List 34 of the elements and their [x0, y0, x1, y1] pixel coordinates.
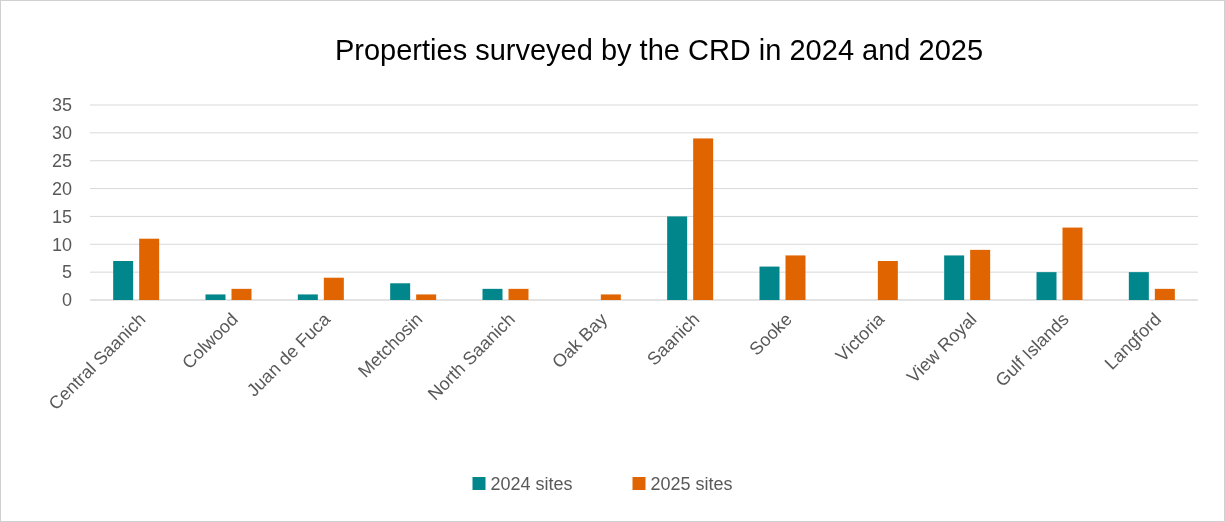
bar [482, 288, 503, 300]
bar [667, 216, 688, 300]
bar [508, 288, 529, 300]
bar [970, 249, 991, 300]
bar [600, 294, 621, 300]
y-tick-label: 5 [61, 262, 72, 283]
bar [323, 277, 344, 300]
bar [785, 255, 806, 300]
bar [1036, 272, 1057, 300]
legend-label: 2025 sites [650, 474, 733, 495]
bar [390, 283, 411, 300]
bar [139, 238, 160, 300]
y-tick-label: 15 [51, 206, 72, 227]
y-tick-label: 10 [51, 234, 72, 255]
bar [1128, 272, 1149, 300]
bar [944, 255, 965, 300]
bar [297, 294, 318, 300]
chart-title: Properties surveyed by the CRD in 2024 and 2025 [334, 34, 984, 66]
legend-label: 2024 sites [490, 474, 573, 495]
bar [693, 138, 714, 300]
y-tick-label: 30 [51, 123, 72, 144]
bar [231, 288, 252, 300]
bar [877, 261, 898, 300]
bar [759, 266, 780, 300]
bar [416, 294, 437, 300]
x-tick-label: Oak Bay [548, 309, 612, 373]
y-tick-label: 20 [51, 178, 72, 199]
y-tick-label: 35 [51, 95, 72, 116]
y-tick-label: 0 [61, 290, 72, 311]
bar [205, 294, 226, 300]
bar [1154, 288, 1175, 300]
bar [1062, 227, 1083, 300]
y-tick-label: 25 [51, 151, 72, 172]
bar [113, 261, 134, 300]
